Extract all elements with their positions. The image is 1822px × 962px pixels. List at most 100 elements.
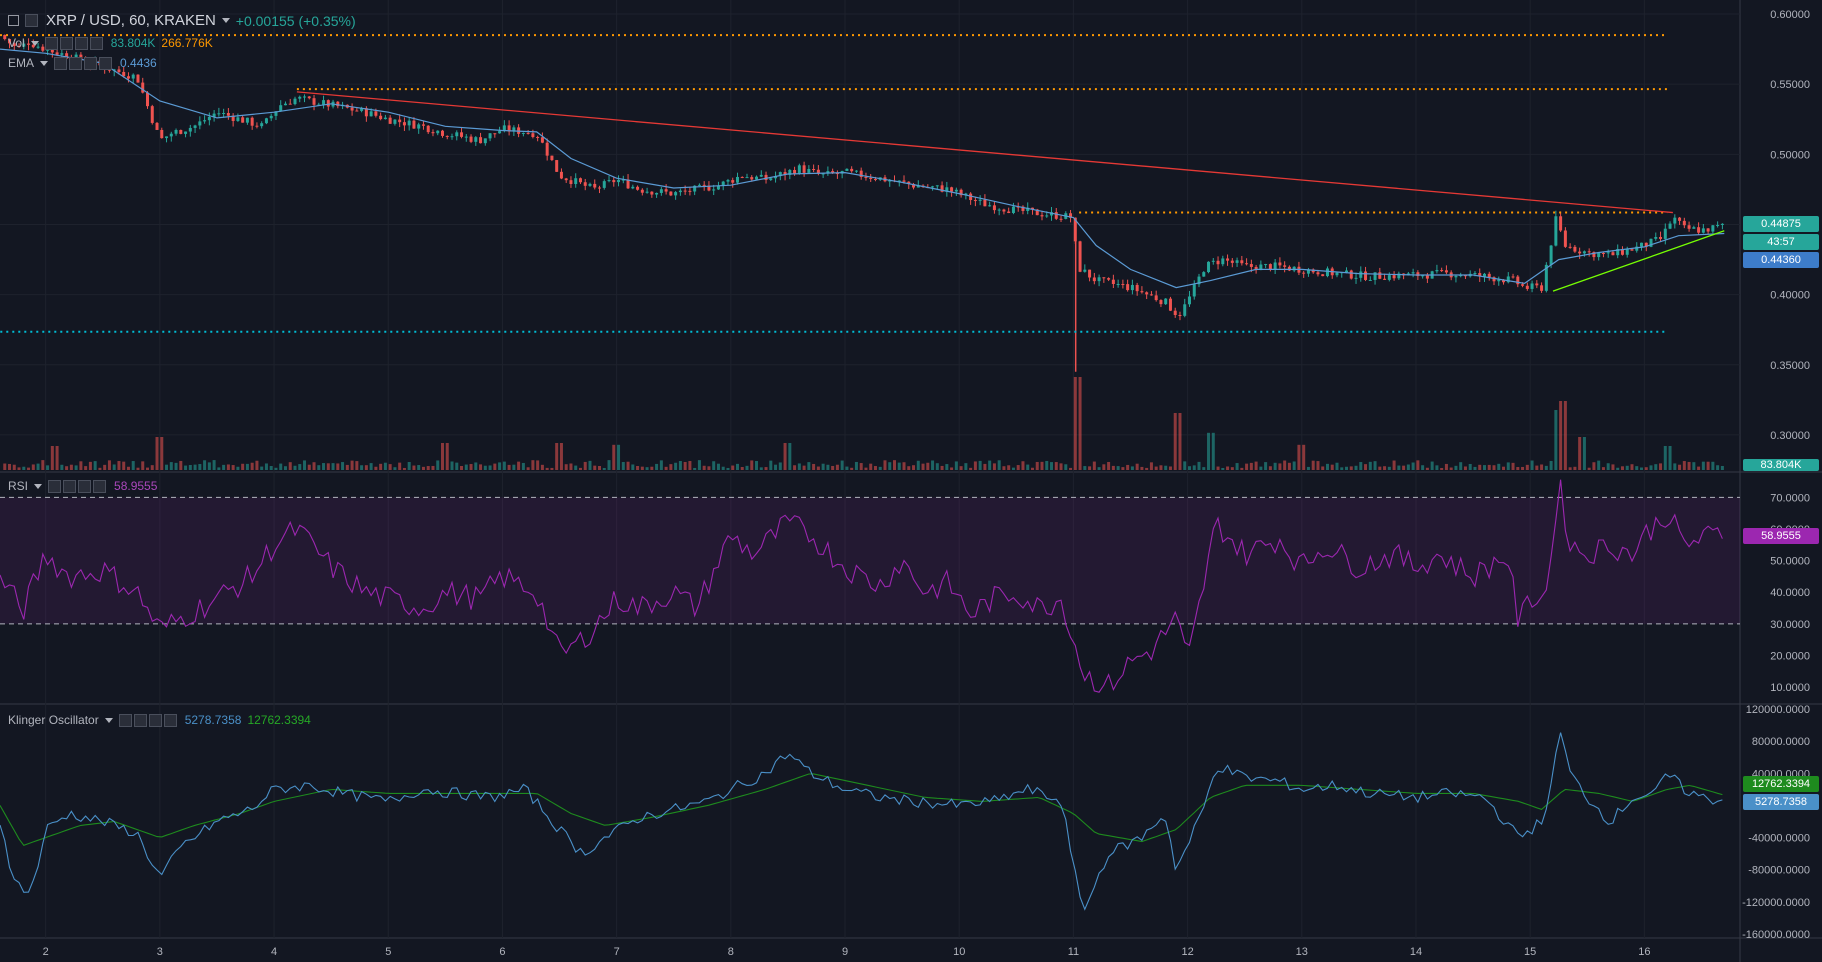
candle-body: [283, 103, 287, 106]
volume-bar: [935, 463, 939, 470]
candle-body: [783, 172, 787, 175]
volume-bar: [731, 465, 735, 470]
volume-bar: [892, 460, 896, 470]
candle-body: [593, 183, 597, 188]
candle-body: [1673, 217, 1677, 224]
candle-body: [55, 52, 59, 55]
candle-body: [1630, 249, 1634, 251]
candle-body: [1654, 236, 1658, 239]
volume-bar: [388, 464, 392, 470]
candle-body: [1007, 211, 1011, 213]
candle-body: [1383, 278, 1387, 280]
volume-bar: [207, 462, 211, 470]
volume-bar: [212, 460, 216, 470]
volume-bar: [1135, 463, 1139, 470]
candle-body: [188, 127, 192, 132]
volume-bar: [1159, 465, 1163, 470]
volume-bar: [112, 464, 116, 470]
close-icon[interactable]: [99, 57, 113, 71]
chevron-down-icon[interactable]: [221, 18, 230, 23]
volume-bar: [288, 462, 292, 470]
volume-bar: [1054, 462, 1058, 470]
volume-bar: [65, 466, 69, 470]
chevron-down-icon[interactable]: [30, 40, 39, 46]
volume-bar: [355, 461, 359, 470]
volume-bar: [331, 463, 335, 470]
volume-bar: [283, 466, 287, 470]
volume-bar: [226, 464, 230, 470]
volume-bar: [1069, 467, 1073, 470]
candle-body: [1235, 260, 1239, 263]
close-icon[interactable]: [163, 714, 177, 728]
candle-body: [1011, 206, 1015, 213]
chevron-down-icon[interactable]: [40, 60, 49, 66]
rsi-label[interactable]: RSI: [8, 479, 29, 494]
volume-bar: [317, 465, 321, 470]
volume-bar: [1687, 461, 1691, 470]
candle-body: [1116, 283, 1120, 285]
volume-bar: [1173, 413, 1177, 470]
volume-bar: [607, 460, 611, 470]
volume-bar: [1368, 461, 1372, 470]
candle-body: [1254, 266, 1258, 271]
flag-icon[interactable]: [25, 14, 38, 27]
candle-body: [1202, 272, 1206, 277]
volume-bar: [645, 467, 649, 470]
candle-body: [460, 132, 464, 137]
volume-bar: [479, 464, 483, 470]
eye-icon[interactable]: [118, 714, 132, 728]
volume-bar: [926, 462, 930, 470]
more-icon[interactable]: [84, 57, 98, 71]
volume-bar: [1311, 460, 1315, 470]
symbol-title[interactable]: XRP / USD, 60, KRAKEN: [46, 12, 216, 29]
volume-bar: [1254, 461, 1258, 470]
menu-icon[interactable]: [8, 15, 19, 26]
volume-bar: [1421, 465, 1425, 470]
chevron-down-icon[interactable]: [34, 483, 43, 489]
candle-body: [1078, 241, 1082, 272]
more-icon[interactable]: [78, 480, 92, 494]
settings-icon[interactable]: [133, 714, 147, 728]
time-tick-label: 11: [1068, 946, 1079, 958]
candle-body: [978, 199, 982, 201]
volume-bar: [1592, 462, 1596, 470]
more-icon[interactable]: [74, 37, 88, 51]
volume-bar: [669, 464, 673, 470]
candle-body: [617, 179, 621, 183]
eye-icon[interactable]: [54, 57, 68, 71]
volume-bar: [688, 461, 692, 470]
volume-bar: [193, 464, 197, 470]
volume-bar: [735, 463, 739, 470]
volume-bar: [98, 467, 102, 470]
candle-body: [122, 71, 126, 77]
eye-icon[interactable]: [44, 37, 58, 51]
candle-body: [160, 129, 164, 139]
volume-bar: [1654, 464, 1658, 470]
volume-bar: [659, 460, 663, 470]
volume-bar: [750, 460, 754, 470]
ema-label[interactable]: EMA: [8, 56, 35, 71]
volume-bar: [640, 466, 644, 470]
volume-bar: [217, 467, 221, 470]
close-icon[interactable]: [93, 480, 107, 494]
close-icon[interactable]: [89, 37, 103, 51]
candle-body: [612, 180, 616, 183]
chevron-down-icon[interactable]: [104, 717, 113, 723]
candle-body: [279, 105, 283, 112]
volume-bar: [1140, 466, 1144, 470]
more-icon[interactable]: [148, 714, 162, 728]
volume-bar: [1540, 464, 1544, 470]
klinger-label[interactable]: Klinger Oscillator: [8, 713, 99, 728]
volume-label[interactable]: Vol: [8, 36, 25, 51]
settings-icon[interactable]: [59, 37, 73, 51]
volume-bar: [1164, 465, 1168, 470]
candle-body: [678, 190, 682, 193]
candle-body: [426, 125, 430, 133]
settings-icon[interactable]: [63, 480, 77, 494]
volume-bar: [1064, 464, 1068, 470]
volume-bar: [1226, 466, 1230, 470]
volume-bar: [716, 463, 720, 470]
eye-icon[interactable]: [48, 480, 62, 494]
settings-icon[interactable]: [69, 57, 83, 71]
